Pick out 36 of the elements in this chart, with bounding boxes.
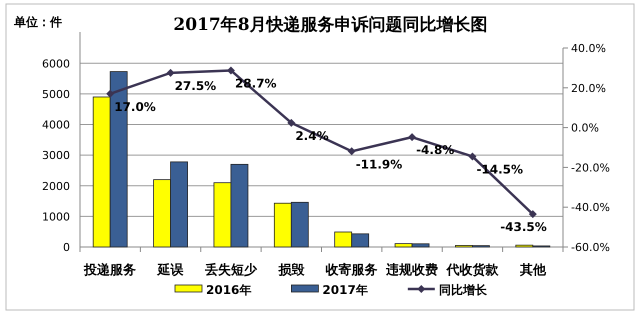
- x-tick-label: 丢失短少: [204, 262, 258, 278]
- data-label: -43.5%: [500, 220, 547, 234]
- point: [287, 118, 296, 127]
- y-tick-label: 2000: [42, 180, 70, 193]
- y2-tick-label: 20.0%: [571, 82, 606, 95]
- point: [528, 210, 537, 218]
- y-tick-label: 5000: [42, 88, 70, 101]
- y-tick-label: 1000: [42, 210, 70, 224]
- x-tick-label: 其他: [518, 263, 547, 278]
- point: [348, 147, 356, 156]
- y2-tick-label: -40.0%: [571, 201, 610, 214]
- legend-label: 2017年: [322, 283, 368, 297]
- x-tick-label: 投递服务: [83, 262, 136, 278]
- legend-label: 同比增长: [438, 283, 488, 297]
- y-tick-label: 0: [63, 241, 70, 254]
- y-axis-title: 单位：件: [13, 15, 62, 29]
- data-label: -11.9%: [356, 157, 402, 172]
- y-tick-label: 4000: [42, 118, 70, 132]
- x-tick-label: 损毁: [277, 263, 306, 278]
- legend-label: 2016年: [206, 283, 252, 297]
- y2-tick-label: -60.0%: [571, 241, 610, 254]
- data-label: 27.5%: [174, 78, 216, 93]
- point: [468, 152, 476, 160]
- x-tick-label: 收寄服务: [326, 262, 378, 278]
- y2-tick-label: 40.0%: [571, 42, 606, 55]
- x-tick-label: 延误: [156, 263, 185, 278]
- data-label: -4.8%: [416, 143, 454, 158]
- y-tick-label: 3000: [42, 149, 70, 162]
- y-tick-label: 6000: [42, 57, 70, 70]
- x-tick-label: 代收货款: [445, 262, 500, 278]
- y2-tick-label: 0.0%: [571, 122, 599, 135]
- x-tick-label: 违规收费: [385, 262, 438, 278]
- y2-tick-label: -20.0%: [571, 161, 610, 174]
- point: [408, 133, 416, 142]
- point: [106, 90, 114, 98]
- chart-title: 2017年8月快递服务申诉问题同比增长图: [173, 15, 488, 35]
